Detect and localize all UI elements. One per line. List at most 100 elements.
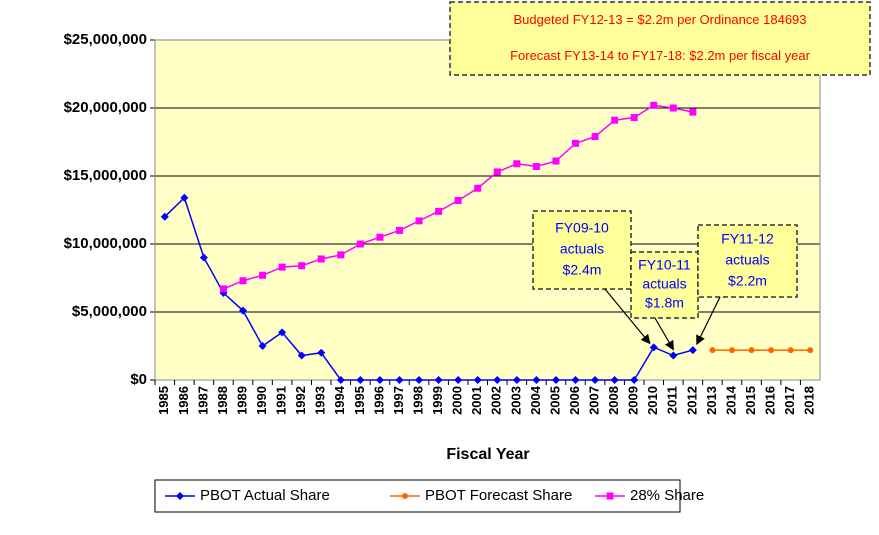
x-tick-label: 2002 xyxy=(489,386,504,415)
x-tick-label: 1995 xyxy=(352,386,367,415)
data-point xyxy=(473,376,482,384)
data-point xyxy=(278,328,287,337)
data-point xyxy=(434,376,443,384)
data-point xyxy=(180,193,189,202)
x-tick-label: 1989 xyxy=(234,386,249,415)
x-tick-label: 1999 xyxy=(430,386,445,415)
data-point xyxy=(176,492,184,500)
annotation-text: actuals xyxy=(642,276,686,292)
annotation-text: actuals xyxy=(725,252,769,268)
data-point xyxy=(532,376,541,384)
x-tick-label: 1996 xyxy=(371,386,386,415)
x-tick-label: 2009 xyxy=(626,386,641,415)
x-tick-label: 2016 xyxy=(763,386,778,415)
x-tick-label: 2011 xyxy=(665,386,680,414)
data-point xyxy=(259,271,267,279)
data-point xyxy=(493,168,501,176)
y-tick-label: $25,000,000 xyxy=(64,31,147,48)
annotation-text: $1.8m xyxy=(645,295,684,311)
data-point xyxy=(395,376,404,384)
data-point xyxy=(650,101,658,109)
annotation-text: FY10-11 xyxy=(638,257,691,273)
x-tick-label: 2015 xyxy=(743,386,758,415)
data-point xyxy=(258,342,267,350)
data-point xyxy=(513,160,521,168)
annotation-text: actuals xyxy=(560,241,604,257)
y-tick-label: $20,000,000 xyxy=(64,99,147,116)
data-point xyxy=(572,139,580,147)
data-point xyxy=(395,226,403,234)
data-point xyxy=(768,347,775,354)
legend-label: PBOT Forecast Share xyxy=(425,487,572,504)
data-point xyxy=(512,376,521,384)
data-point xyxy=(610,376,619,384)
data-point xyxy=(669,104,677,112)
data-point xyxy=(689,108,697,116)
data-point xyxy=(591,376,600,384)
annotation-text: Budgeted FY12-13 = $2.2m per Ordinance 1… xyxy=(513,12,806,27)
y-tick-label: $15,000,000 xyxy=(64,167,147,184)
data-point xyxy=(591,133,599,141)
annotation-text: FY11-12 xyxy=(721,231,774,247)
x-tick-label: 1992 xyxy=(293,386,308,415)
x-tick-label: 2006 xyxy=(567,386,582,415)
annotation-text: $2.2m xyxy=(728,273,767,289)
x-tick-label: 2013 xyxy=(704,386,719,415)
x-tick-label: 2017 xyxy=(782,386,797,415)
x-tick-label: 1998 xyxy=(410,386,425,415)
x-tick-label: 1997 xyxy=(391,386,406,415)
y-tick-label: $5,000,000 xyxy=(72,303,147,320)
x-tick-label: 2000 xyxy=(450,386,465,415)
data-point xyxy=(317,255,325,263)
series-line xyxy=(164,196,694,381)
data-point xyxy=(787,347,794,354)
data-point xyxy=(160,212,169,221)
data-point xyxy=(669,351,678,360)
data-point xyxy=(402,493,408,499)
x-tick-label: 2010 xyxy=(645,386,660,415)
annotation-text: $2.4m xyxy=(563,262,602,278)
x-tick-label: 2014 xyxy=(723,385,738,415)
data-point xyxy=(317,348,326,357)
data-point xyxy=(415,217,423,225)
data-point xyxy=(571,376,580,384)
data-point xyxy=(551,376,560,384)
data-point xyxy=(728,347,735,354)
annotation-arrow xyxy=(696,296,721,346)
data-point xyxy=(454,196,462,204)
data-point xyxy=(532,162,540,170)
annotation-box xyxy=(697,224,798,298)
x-tick-label: 1986 xyxy=(176,386,191,415)
x-tick-label: 2008 xyxy=(606,386,621,415)
data-point xyxy=(239,306,248,315)
x-tick-label: 1994 xyxy=(332,385,347,415)
data-point xyxy=(474,184,482,192)
data-point xyxy=(336,376,345,384)
y-tick-label: $10,000,000 xyxy=(64,235,147,252)
data-point xyxy=(278,263,286,271)
annotation-text: Forecast FY13-14 to FY17-18: $2.2m per f… xyxy=(510,48,811,63)
x-tick-label: 2005 xyxy=(547,386,562,415)
x-tick-label: 2018 xyxy=(802,386,817,415)
data-point xyxy=(493,376,502,384)
x-tick-label: 2001 xyxy=(469,386,484,415)
x-tick-label: 2003 xyxy=(508,386,523,415)
x-tick-label: 1988 xyxy=(215,386,230,415)
x-tick-label: 1987 xyxy=(195,386,210,415)
x-tick-label: 2012 xyxy=(684,386,699,415)
data-point xyxy=(337,251,345,259)
data-point xyxy=(454,376,463,384)
x-tick-label: 1993 xyxy=(313,386,328,415)
data-point xyxy=(376,233,384,241)
data-point xyxy=(298,262,306,270)
data-point xyxy=(356,376,365,384)
data-point xyxy=(611,116,619,124)
x-tick-label: 1991 xyxy=(274,386,289,415)
x-tick-label: 2007 xyxy=(587,386,602,415)
x-axis-label: Fiscal Year xyxy=(446,446,529,463)
data-point xyxy=(375,376,384,384)
x-tick-label: 2004 xyxy=(528,385,543,415)
data-point xyxy=(606,492,614,500)
data-point xyxy=(630,114,638,122)
